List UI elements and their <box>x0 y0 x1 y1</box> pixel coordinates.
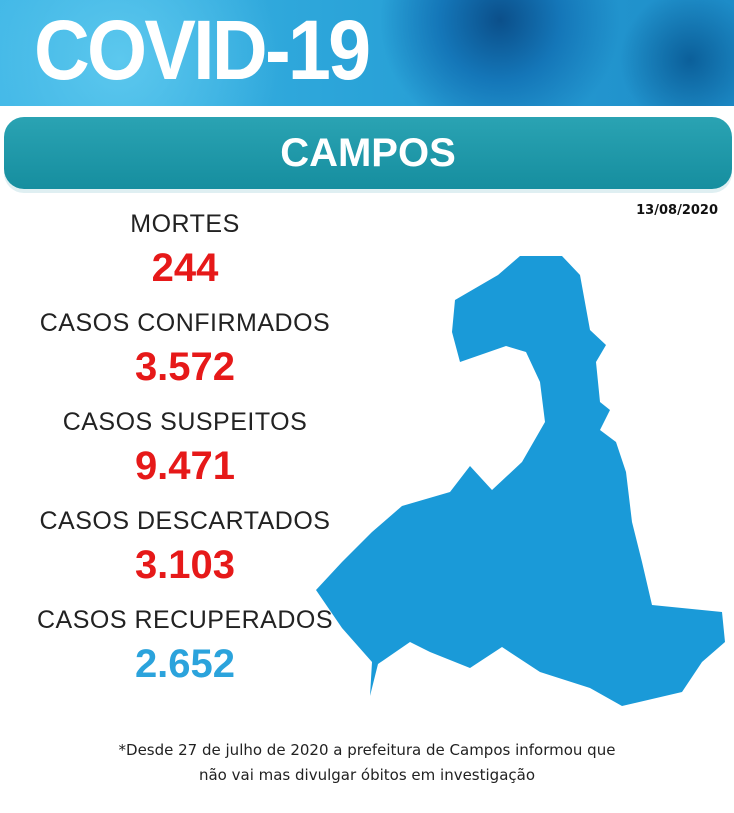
stat-block: CASOS SUSPEITOS 9.471 <box>0 406 370 505</box>
footnote-line: não vai mas divulgar óbitos em investiga… <box>198 766 535 784</box>
stat-block: MORTES 244 <box>0 208 370 307</box>
stat-label: CASOS RECUPERADOS <box>36 606 334 634</box>
title: COVID-19 <box>34 3 371 97</box>
stat-label: CASOS DESCARTADOS <box>39 507 331 535</box>
stat-block: CASOS CONFIRMADOS 3.572 <box>0 307 370 406</box>
footnote-line: *Desde 27 de julho de 2020 a prefeitura … <box>118 741 616 759</box>
stat-label: MORTES <box>130 210 240 238</box>
header-banner: COVID-19 <box>0 0 734 106</box>
stat-value: 9.471 <box>134 444 236 488</box>
stat-value: 3.572 <box>134 345 236 389</box>
stat-value: 3.103 <box>134 543 236 587</box>
date: 13/08/2020 <box>636 203 718 218</box>
stats: MORTES 244 CASOS CONFIRMADOS 3.572 CASOS SUS… <box>0 208 370 703</box>
stat-value: 2.652 <box>134 642 236 686</box>
municipality-shape <box>316 256 725 706</box>
stat-label: CASOS SUSPEITOS <box>62 408 308 436</box>
stat-block: CASOS RECUPERADOS 2.652 <box>0 604 370 703</box>
footnote: *Desde 27 de julho de 2020 a prefeitura … <box>0 738 734 788</box>
city-name: CAMPOS <box>280 131 456 175</box>
stat-label: CASOS CONFIRMADOS <box>39 309 331 337</box>
city-band: CAMPOS <box>4 117 732 189</box>
stat-value: 244 <box>151 246 219 290</box>
stat-block: CASOS DESCARTADOS 3.103 <box>0 505 370 604</box>
